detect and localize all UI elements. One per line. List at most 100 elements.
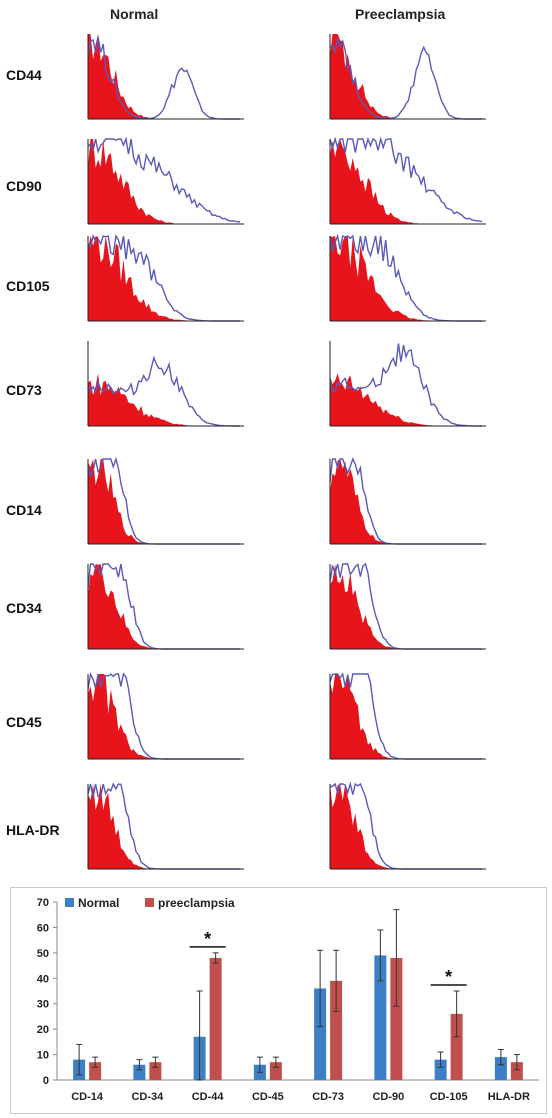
error-bar-preeclampsia-cd-14	[92, 1056, 99, 1068]
y-tick-label: 0	[43, 1075, 49, 1087]
legend-swatch-normal	[65, 898, 74, 907]
column-title-normal: Normal	[110, 6, 159, 22]
isotype-histogram	[330, 459, 482, 544]
histogram-normal-cd44	[86, 30, 246, 125]
histogram-svg	[87, 136, 244, 225]
bar-preeclampsia-cd-105	[450, 1013, 463, 1080]
bar-preeclampsia-cd-90	[390, 957, 403, 1080]
row-label-cd90: CD90	[6, 178, 42, 194]
x-tick-label-hla-dr: HLA-DR	[488, 1091, 530, 1103]
bar-normal-cd-34	[133, 1064, 146, 1080]
y-tick-label: 50	[37, 948, 49, 960]
error-bar-preeclampsia-hla-dr	[513, 1054, 520, 1071]
histogram-svg	[87, 341, 244, 427]
histogram-svg	[87, 34, 244, 120]
histogram-svg	[87, 456, 244, 545]
row-label-cd44: CD44	[6, 67, 42, 83]
row-label-cd73: CD73	[6, 382, 42, 398]
histogram-svg	[87, 671, 244, 760]
isotype-histogram	[88, 236, 240, 321]
row-label-hla-dr: HLA-DR	[6, 822, 60, 838]
histogram-preeclampsia-cd14	[328, 455, 488, 550]
histogram-preeclampsia-cd105	[328, 232, 488, 327]
isotype-histogram	[88, 564, 240, 649]
error-bar-normal-cd-90	[377, 929, 384, 982]
y-tick-label: 20	[37, 1024, 49, 1036]
histogram-svg	[329, 457, 486, 545]
bar-chart: 0 10 20 30 40 50 60 70 CD-14 CD-34 CD-44 CD-45 CD-73…	[10, 887, 547, 1114]
isotype-histogram	[330, 373, 482, 426]
x-tick-label-cd-34: CD-34	[131, 1091, 164, 1103]
significance-label-cd-105: *	[445, 967, 452, 987]
row-label-cd105: CD105	[6, 278, 50, 294]
y-tick-label: 60	[37, 922, 49, 934]
histogram-preeclampsia-cd45	[328, 670, 488, 765]
histogram-normal-cd34	[86, 560, 246, 655]
histogram-preeclampsia-hla-dr	[328, 780, 488, 875]
bar-preeclampsia-cd-34	[149, 1062, 162, 1080]
isotype-histogram	[330, 674, 482, 759]
x-tick-label-cd-90: CD-90	[372, 1091, 404, 1103]
column-title-preeclampsia: Preeclampsia	[355, 6, 446, 22]
isotype-histogram	[88, 784, 240, 869]
histogram-normal-cd105	[86, 232, 246, 327]
x-tick-label-cd-105: CD-105	[430, 1091, 468, 1103]
marker-histogram	[87, 136, 240, 223]
histogram-svg	[87, 782, 244, 870]
x-tick-label-cd-44: CD-44	[192, 1091, 225, 1103]
x-tick-label-cd-14: CD-14	[71, 1091, 104, 1103]
histogram-svg	[329, 781, 486, 870]
error-bar-preeclampsia-cd-90	[393, 909, 400, 1007]
error-bar-preeclampsia-cd-73	[333, 949, 340, 1012]
bar-preeclampsia-hla-dr	[510, 1062, 523, 1080]
histogram-svg	[87, 563, 244, 650]
histogram-svg	[329, 341, 486, 427]
bar-preeclampsia-cd-45	[269, 1062, 282, 1080]
histogram-svg	[329, 672, 486, 760]
marker-histogram	[329, 136, 483, 223]
legend-label-preeclampsia: preeclampsia	[158, 896, 235, 910]
isotype-histogram	[330, 784, 482, 869]
bar-preeclampsia-cd-44	[209, 957, 222, 1080]
y-tick-label: 10	[37, 1050, 49, 1062]
row-label-cd14: CD14	[6, 502, 42, 518]
histogram-preeclampsia-cd34	[328, 560, 488, 655]
y-tick-label: 30	[37, 999, 49, 1011]
bar-normal-cd-73	[314, 988, 327, 1080]
histogram-normal-hla-dr	[86, 780, 246, 875]
histogram-svg	[329, 233, 486, 322]
error-bar-normal-cd-14	[76, 1043, 83, 1076]
bar-preeclampsia-cd-14	[89, 1062, 102, 1080]
isotype-histogram	[330, 34, 482, 119]
histogram-svg	[87, 233, 244, 322]
marker-histogram	[87, 355, 240, 427]
error-bar-preeclampsia-cd-45	[272, 1056, 279, 1068]
histogram-svg	[329, 136, 486, 225]
isotype-histogram	[330, 236, 482, 321]
isotype-histogram	[88, 674, 240, 759]
error-bar-normal-cd-73	[317, 949, 324, 1028]
histogram-normal-cd45	[86, 670, 246, 765]
x-tick-label-cd-73: CD-73	[312, 1091, 344, 1103]
error-bar-normal-cd-34	[136, 1059, 143, 1071]
legend-label-normal: Normal	[78, 896, 119, 910]
histogram-preeclampsia-cd90	[328, 135, 488, 230]
error-bar-normal-cd-44	[196, 990, 203, 1081]
histogram-preeclampsia-cd73	[328, 337, 488, 432]
error-bar-normal-cd-45	[256, 1056, 263, 1073]
histogram-normal-cd73	[86, 337, 246, 432]
histogram-svg	[329, 34, 486, 120]
isotype-histogram	[88, 459, 240, 544]
significance-label-cd-44: *	[204, 929, 211, 949]
histogram-normal-cd90	[86, 135, 246, 230]
histogram-svg	[329, 562, 486, 650]
bar-normal-cd-90	[374, 955, 387, 1080]
row-label-cd45: CD45	[6, 714, 42, 730]
isotype-histogram	[88, 139, 240, 224]
error-bar-preeclampsia-cd-44	[212, 952, 219, 964]
bar-chart-svg: 0 10 20 30 40 50 60 70 CD-14 CD-34 CD-44 CD-45 CD-73…	[37, 896, 539, 1103]
isotype-histogram	[330, 564, 482, 649]
error-bar-normal-hla-dr	[497, 1048, 504, 1066]
isotype-histogram	[88, 373, 240, 426]
